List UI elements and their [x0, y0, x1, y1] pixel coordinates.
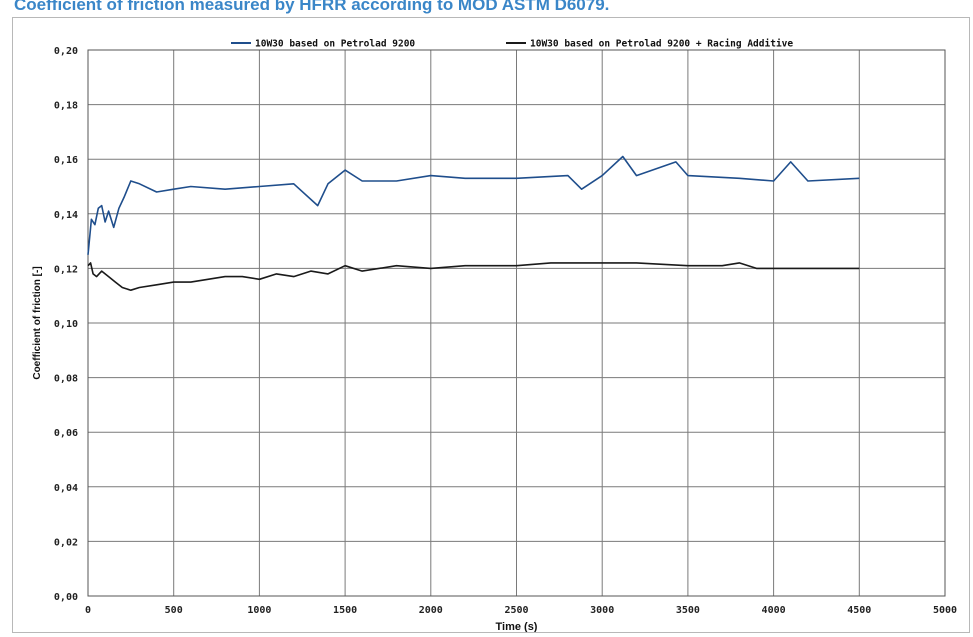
y-tick-label: 0,04 — [54, 483, 78, 494]
y-tick-label: 0,08 — [54, 374, 78, 385]
legend-label: 10W30 based on Petrolad 9200 + Racing Ad… — [530, 39, 793, 50]
y-tick-label: 0,18 — [54, 101, 78, 112]
friction-chart: 0 500 1000 1500 2000 2500 3000 3500 4000 4500 5000… — [32, 39, 957, 633]
y-tick-label: 0,00 — [54, 592, 78, 603]
tick-labels: 0 500 1000 1500 2000 2500 3000 3500 4000 4500 5000… — [54, 46, 957, 616]
x-axis-label: Time (s) — [496, 621, 538, 632]
x-tick-label: 3000 — [590, 605, 614, 616]
y-tick-label: 0,10 — [54, 319, 78, 330]
x-tick-label: 2500 — [504, 605, 528, 616]
series-line-2 — [87, 262, 860, 292]
x-tick-label: 2000 — [419, 605, 443, 616]
page-title: Coefficient of friction measured by HFRR… — [14, 0, 610, 14]
y-tick-label: 0,20 — [54, 46, 78, 57]
legend: 10W30 based on Petrolad 9200 10W30 based … — [231, 39, 793, 50]
y-tick-label: 0,14 — [54, 210, 78, 221]
legend-label: 10W30 based on Petrolad 9200 — [255, 39, 415, 50]
x-tick-label: 1000 — [247, 605, 271, 616]
x-tick-label: 4000 — [762, 605, 786, 616]
x-tick-label: 3500 — [676, 605, 700, 616]
x-tick-label: 0 — [85, 605, 91, 616]
y-tick-label: 0,02 — [54, 537, 78, 548]
grid — [87, 49, 946, 597]
x-tick-label: 4500 — [847, 605, 871, 616]
y-tick-label: 0,16 — [54, 155, 78, 166]
series-lines — [87, 155, 860, 292]
series-line-1 — [87, 155, 860, 255]
x-tick-label: 5000 — [933, 605, 957, 616]
y-tick-label: 0,06 — [54, 428, 78, 439]
plot-border — [87, 49, 946, 597]
x-tick-label: 500 — [165, 605, 183, 616]
y-axis-label: Coefficient of friction [-] — [32, 266, 43, 379]
chart-frame: 0 500 1000 1500 2000 2500 3000 3500 4000 4500 5000… — [12, 17, 970, 633]
x-tick-label: 1500 — [333, 605, 357, 616]
y-tick-label: 0,12 — [54, 264, 78, 275]
